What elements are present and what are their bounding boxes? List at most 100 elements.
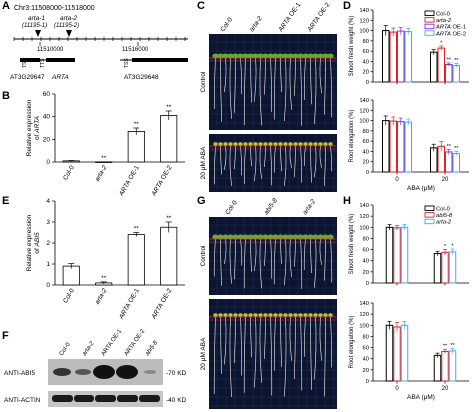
seedling-leaf	[258, 142, 263, 146]
gene2-exon	[132, 58, 188, 62]
seedling-root	[240, 145, 243, 176]
seedling-leaf	[288, 142, 293, 146]
D2-x-tick-label-0: 0	[395, 177, 399, 183]
seedling-root	[263, 316, 266, 359]
seedling-leaf	[308, 313, 313, 317]
lane-col0: Col-0	[59, 341, 73, 357]
seedling-root	[223, 145, 227, 170]
seedling-root	[289, 145, 293, 168]
seedling-leaf	[268, 142, 273, 146]
seedling-root	[280, 238, 283, 265]
significance-3: **	[166, 104, 172, 111]
D1-y-tick-label-6: 120	[359, 18, 369, 24]
D1-legend-swatch-3	[424, 30, 435, 36]
x-tick-label-0: Col-0	[62, 287, 76, 304]
seedling-leaf	[313, 313, 318, 317]
seedling-root	[270, 57, 273, 112]
seedling-leaf	[258, 313, 263, 317]
H1-y-tick-label-5: 100	[359, 225, 369, 231]
size-70kd: -70 KD	[166, 370, 187, 377]
panel-label-d: D	[343, 0, 351, 12]
panel-label-h: H	[343, 195, 351, 207]
seedling-root	[289, 316, 293, 361]
D2-y-tick-label-0: 0	[366, 170, 369, 176]
seedling-root	[220, 57, 223, 122]
seedling-leaf	[247, 234, 254, 240]
seedling-leaf	[287, 53, 294, 59]
panel-label-e: E	[2, 195, 10, 207]
seedling-root	[280, 316, 283, 368]
seedling-root	[233, 57, 236, 113]
H2-bar-g1-s0	[433, 354, 442, 382]
seedling-leaf	[298, 142, 303, 146]
seedling-root	[240, 238, 243, 266]
seedling-root	[233, 145, 236, 170]
size-40kd: -40 KD	[166, 397, 187, 404]
seedling-root	[240, 316, 243, 376]
H2-y-axis-label: Root elongation (%)	[349, 315, 355, 368]
D1-sig-g1-s2: **	[447, 57, 452, 63]
H1-sig-g1-s1: *	[444, 244, 447, 250]
seedling-root	[259, 238, 263, 289]
seedling-root	[323, 238, 326, 281]
D2-y-tick-label-4: 80	[363, 129, 369, 135]
seedling-root	[220, 316, 223, 374]
seedling-leaf	[298, 313, 303, 317]
seedling-leaf	[327, 53, 334, 59]
D2-y-tick-label-7: 140	[359, 98, 369, 104]
seedling-leaf	[302, 234, 309, 240]
band-actin-col0	[52, 395, 73, 402]
chart-e-expression-abi5: 0 1 2 3 4 Relative expressionof ABI5 Col-0 ** ar…	[26, 198, 185, 321]
seedling-root	[229, 57, 233, 119]
seedling-root	[273, 145, 276, 173]
D2-y-tick-label-3: 60	[363, 139, 369, 145]
seedling-leaf	[243, 313, 248, 317]
D2-sig-g1-s2: **	[447, 144, 452, 150]
H2-y-tick-label-7: 140	[359, 301, 369, 307]
seedling-leaf	[293, 313, 298, 317]
seedling-root	[303, 316, 306, 358]
seedling-root	[259, 57, 263, 126]
seedling-root	[319, 316, 323, 361]
bar-2	[127, 131, 145, 163]
seedling-leaf	[253, 313, 258, 317]
photo-row-label-1: 20 μM ABA	[200, 146, 207, 179]
seedling-leaf	[248, 142, 253, 146]
seedling-root	[213, 57, 216, 110]
seedling-root	[313, 57, 317, 125]
H2-bar-g0-s0	[385, 324, 394, 382]
H1-legend-swatch-2	[424, 218, 435, 225]
H2-y-tick-label-4: 80	[363, 334, 369, 340]
D1-y-tick-label-0: 0	[366, 80, 369, 86]
photo-genotype-label-2: ARTA OE-1	[277, 1, 303, 34]
seedling-root	[220, 238, 223, 286]
seedling-leaf	[262, 53, 269, 59]
seedling-root	[300, 57, 303, 126]
y-tick-label-3: 60	[43, 91, 51, 98]
seedling-leaf	[267, 234, 274, 240]
x-tick-label-3: ARTA OE-2	[150, 164, 174, 196]
D1-bar-g1-s1	[437, 47, 445, 83]
seedling-leaf	[312, 53, 319, 59]
seedling-root	[310, 57, 313, 105]
seedling-leaf	[252, 234, 259, 240]
seedling-root	[220, 145, 223, 175]
seedling-leaf	[223, 313, 228, 317]
lane-abi58: abi5-8	[145, 340, 160, 358]
seedling-leaf	[312, 234, 319, 240]
seedling-root	[283, 57, 287, 122]
seedling-leaf	[327, 234, 334, 240]
seedling-leaf	[238, 313, 243, 317]
seedling-root	[310, 316, 313, 391]
H1-bar-g0-s2	[400, 226, 409, 284]
seedling-root	[303, 238, 306, 270]
D1-legend-swatch-1	[424, 17, 435, 23]
D2-bar-g1-s3	[452, 152, 460, 173]
photo-row-label-1: 20 μM ABA	[200, 337, 207, 370]
seedling-root	[283, 145, 287, 186]
D1-legend-label-3: ARTA OE-2	[435, 31, 466, 37]
photo-genotype-label-0: Col-0	[224, 199, 239, 216]
bar-0	[62, 265, 80, 286]
seedling-leaf	[323, 142, 328, 146]
bar-2	[127, 234, 145, 286]
